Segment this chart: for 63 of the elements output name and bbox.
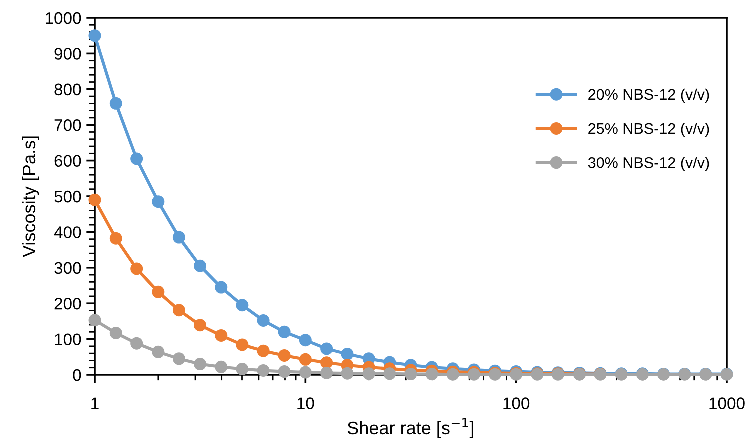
point [194,319,207,332]
point [215,329,228,342]
legend-label: 30% NBS-12 (v/v) [588,157,710,172]
y-tick-label: 700 [54,120,82,132]
point [320,342,334,356]
y-tick-label: 100 [55,334,82,346]
point [88,314,102,327]
point [130,262,144,276]
point [236,363,249,376]
point [130,337,144,350]
point [152,286,165,298]
point [257,314,270,327]
point [299,334,312,347]
y-tick-label: 400 [54,226,82,238]
point [110,326,122,340]
x-tick-label: 1 [92,398,99,410]
point [110,232,122,245]
point [236,299,249,312]
point [172,352,186,366]
point [341,348,354,361]
point [152,196,165,208]
point [404,368,418,381]
point [320,366,334,380]
y-tick-label: 800 [54,84,82,96]
point [88,194,102,206]
point [384,368,396,380]
point [257,364,270,377]
point [320,356,334,370]
point [215,360,228,374]
point [299,366,312,379]
y-tick-label: 200 [54,298,82,310]
point [257,344,270,358]
point [446,368,460,381]
legend-label: 25% NBS-12 (v/v) [588,122,710,138]
point [130,152,144,166]
y-axis-title: Viscosity [Pa.s] [22,136,40,258]
point [194,260,207,272]
point [426,368,438,381]
point [215,281,228,294]
x-tick-label: 1000 [710,398,745,410]
point [152,346,165,358]
y-tick-label: 0 [73,369,82,382]
x-tick-label: 10 [298,398,314,410]
point [236,338,249,352]
point [194,358,207,371]
y-tick-label: 600 [54,155,82,168]
point [341,367,354,380]
point [172,231,186,244]
x-tick-label: 100 [504,398,530,410]
y-tick-label: 1000 [46,12,82,24]
y-tick-label: 500 [54,190,82,203]
point [110,97,122,110]
y-tick-label: 900 [54,48,82,60]
point [88,30,102,42]
legend-label: 20% NBS-12 (v/v) [588,88,710,104]
x-axis-title: Shear rate [s$^{−1}$] [348,418,474,438]
point [299,353,312,366]
point [172,304,186,317]
point [278,366,291,378]
point [278,349,291,362]
point [278,326,291,338]
y-tick-label: 300 [54,262,82,274]
point [362,368,376,380]
